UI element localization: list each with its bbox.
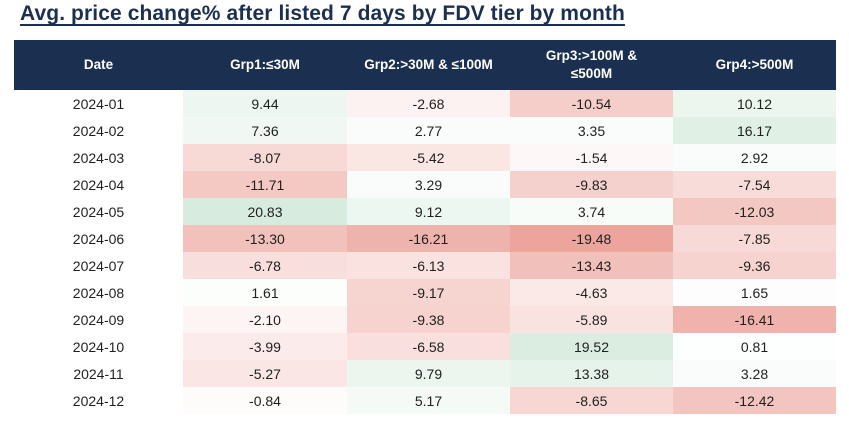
date-cell: 2024-01 xyxy=(14,90,183,117)
date-cell: 2024-05 xyxy=(14,198,183,225)
date-cell: 2024-04 xyxy=(14,171,183,198)
value-cell: 16.17 xyxy=(673,117,836,144)
value-cell: -4.63 xyxy=(510,279,673,306)
column-header-grp3: Grp3:>100M & ≤500M xyxy=(545,48,638,81)
date-cell: 2024-11 xyxy=(14,360,183,387)
value-cell: -13.30 xyxy=(183,225,347,252)
value-cell: -0.84 xyxy=(183,387,347,414)
value-cell: 2.77 xyxy=(347,117,510,144)
value-cell: 20.83 xyxy=(183,198,347,225)
value-cell: 10.12 xyxy=(673,90,836,117)
date-cell: 2024-08 xyxy=(14,279,183,306)
value-cell: 9.44 xyxy=(183,90,347,117)
table-row: 2024-01 9.44 -2.68 -10.54 10.12 xyxy=(14,90,836,117)
value-cell: -12.03 xyxy=(673,198,836,225)
table-header-row: Date Grp1:≤30M Grp2:>30M & ≤100M Grp3:>1… xyxy=(14,40,836,90)
value-cell: -2.10 xyxy=(183,306,347,333)
value-cell: 1.61 xyxy=(183,279,347,306)
table-row: 2024-04 -11.71 3.29 -9.83 -7.54 xyxy=(14,171,836,198)
value-cell: -16.41 xyxy=(673,306,836,333)
date-cell: 2024-06 xyxy=(14,225,183,252)
value-cell: 19.52 xyxy=(510,333,673,360)
value-cell: 9.79 xyxy=(347,360,510,387)
date-cell: 2024-09 xyxy=(14,306,183,333)
value-cell: 9.12 xyxy=(347,198,510,225)
table-row: 2024-03 -8.07 -5.42 -1.54 2.92 xyxy=(14,144,836,171)
value-cell: -7.85 xyxy=(673,225,836,252)
value-cell: -19.48 xyxy=(510,225,673,252)
value-cell: -13.43 xyxy=(510,252,673,279)
value-cell: -9.36 xyxy=(673,252,836,279)
table-row: 2024-12 -0.84 5.17 -8.65 -12.42 xyxy=(14,387,836,414)
column-header-grp2: Grp2:>30M & ≤100M xyxy=(364,57,493,73)
date-cell: 2024-12 xyxy=(14,387,183,414)
value-cell: -2.68 xyxy=(347,90,510,117)
value-cell: -1.54 xyxy=(510,144,673,171)
value-cell: -3.99 xyxy=(183,333,347,360)
page-title: Avg. price change% after listed 7 days b… xyxy=(20,2,625,25)
value-cell: -12.42 xyxy=(673,387,836,414)
value-cell: 5.17 xyxy=(347,387,510,414)
table-row: 2024-06 -13.30 -16.21 -19.48 -7.85 xyxy=(14,225,836,252)
table-body: 2024-01 9.44 -2.68 -10.54 10.12 2024-02 7.36 2.… xyxy=(14,90,836,414)
value-cell: -6.58 xyxy=(347,333,510,360)
value-cell: 3.35 xyxy=(510,117,673,144)
value-cell: 13.38 xyxy=(510,360,673,387)
date-cell: 2024-03 xyxy=(14,144,183,171)
value-cell: 2.92 xyxy=(673,144,836,171)
value-cell: 3.29 xyxy=(347,171,510,198)
table-row: 2024-09 -2.10 -9.38 -5.89 -16.41 xyxy=(14,306,836,333)
table-row: 2024-02 7.36 2.77 3.35 16.17 xyxy=(14,117,836,144)
value-cell: -5.89 xyxy=(510,306,673,333)
value-cell: 3.28 xyxy=(673,360,836,387)
table-row: 2024-08 1.61 -9.17 -4.63 1.65 xyxy=(14,279,836,306)
value-cell: 0.81 xyxy=(673,333,836,360)
table-row: 2024-07 -6.78 -6.13 -13.43 -9.36 xyxy=(14,252,836,279)
value-cell: -6.13 xyxy=(347,252,510,279)
fdv-heatmap-table: Date Grp1:≤30M Grp2:>30M & ≤100M Grp3:>1… xyxy=(14,40,836,414)
value-cell: -8.07 xyxy=(183,144,347,171)
value-cell: 1.65 xyxy=(673,279,836,306)
value-cell: -11.71 xyxy=(183,171,347,198)
value-cell: -9.38 xyxy=(347,306,510,333)
date-cell: 2024-02 xyxy=(14,117,183,144)
value-cell: -5.27 xyxy=(183,360,347,387)
value-cell: -16.21 xyxy=(347,225,510,252)
column-header-grp1: Grp1:≤30M xyxy=(230,57,300,73)
date-cell: 2024-10 xyxy=(14,333,183,360)
value-cell: -7.54 xyxy=(673,171,836,198)
value-cell: -9.83 xyxy=(510,171,673,198)
value-cell: 3.74 xyxy=(510,198,673,225)
value-cell: -8.65 xyxy=(510,387,673,414)
value-cell: 7.36 xyxy=(183,117,347,144)
date-cell: 2024-07 xyxy=(14,252,183,279)
column-header-grp4: Grp4:>500M xyxy=(715,57,794,73)
column-header-date: Date xyxy=(83,57,114,73)
value-cell: -6.78 xyxy=(183,252,347,279)
table-row: 2024-10 -3.99 -6.58 19.52 0.81 xyxy=(14,333,836,360)
table-row: 2024-05 20.83 9.12 3.74 -12.03 xyxy=(14,198,836,225)
table-row: 2024-11 -5.27 9.79 13.38 3.28 xyxy=(14,360,836,387)
value-cell: -9.17 xyxy=(347,279,510,306)
value-cell: -5.42 xyxy=(347,144,510,171)
value-cell: -10.54 xyxy=(510,90,673,117)
